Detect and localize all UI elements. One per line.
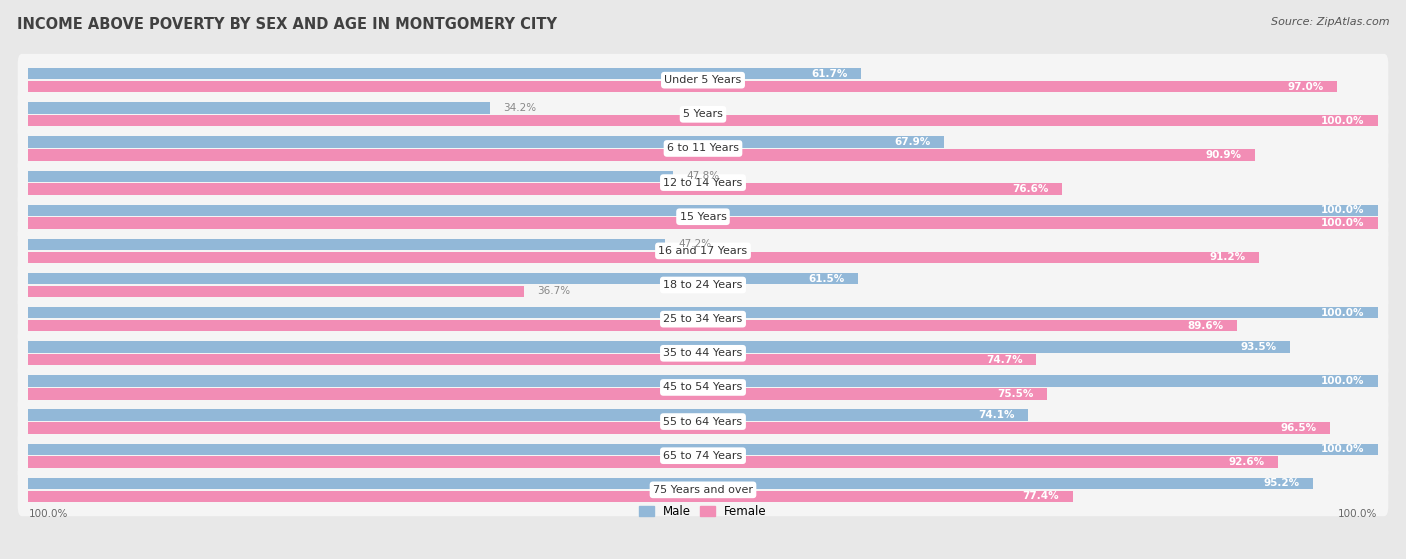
FancyBboxPatch shape — [18, 191, 1388, 243]
Bar — [28, 320, 1237, 331]
Text: 55 to 64 Years: 55 to 64 Years — [664, 416, 742, 427]
Text: 47.8%: 47.8% — [686, 171, 720, 181]
Bar — [28, 115, 1378, 126]
Bar — [28, 422, 1330, 434]
Text: 100.0%: 100.0% — [1320, 376, 1364, 386]
Text: 100.0%: 100.0% — [28, 509, 67, 519]
Text: 67.9%: 67.9% — [894, 137, 931, 147]
Text: 91.2%: 91.2% — [1209, 252, 1246, 262]
Text: 5 Years: 5 Years — [683, 110, 723, 119]
Text: 100.0%: 100.0% — [1320, 116, 1364, 126]
Bar — [28, 102, 489, 113]
Text: 65 to 74 Years: 65 to 74 Years — [664, 451, 742, 461]
Bar — [28, 375, 1378, 387]
FancyBboxPatch shape — [18, 225, 1388, 277]
Text: 74.7%: 74.7% — [986, 355, 1022, 364]
Text: 47.2%: 47.2% — [679, 239, 711, 249]
Bar — [28, 410, 1028, 421]
Text: 100.0%: 100.0% — [1320, 218, 1364, 228]
Bar — [28, 341, 1289, 353]
Bar — [28, 307, 1378, 319]
Bar — [28, 183, 1062, 195]
Text: 18 to 24 Years: 18 to 24 Years — [664, 280, 742, 290]
Text: 90.9%: 90.9% — [1205, 150, 1241, 160]
Text: 92.6%: 92.6% — [1227, 457, 1264, 467]
Bar — [28, 81, 1337, 92]
Text: 96.5%: 96.5% — [1281, 423, 1317, 433]
Text: 6 to 11 Years: 6 to 11 Years — [666, 144, 740, 154]
Bar — [28, 273, 858, 285]
Bar — [28, 478, 1313, 489]
Text: 25 to 34 Years: 25 to 34 Years — [664, 314, 742, 324]
FancyBboxPatch shape — [18, 54, 1388, 107]
Text: 97.0%: 97.0% — [1288, 82, 1323, 92]
Text: 61.7%: 61.7% — [811, 69, 848, 79]
Text: 12 to 14 Years: 12 to 14 Years — [664, 178, 742, 188]
FancyBboxPatch shape — [18, 361, 1388, 414]
Text: 45 to 54 Years: 45 to 54 Years — [664, 382, 742, 392]
Bar — [28, 239, 665, 250]
Text: 95.2%: 95.2% — [1263, 479, 1299, 489]
Bar — [28, 136, 945, 148]
Text: 89.6%: 89.6% — [1188, 320, 1223, 330]
Bar — [28, 252, 1258, 263]
Text: 100.0%: 100.0% — [1320, 308, 1364, 318]
Bar — [28, 444, 1378, 455]
Text: 77.4%: 77.4% — [1022, 491, 1059, 501]
Bar — [28, 456, 1278, 468]
Bar — [28, 388, 1047, 400]
Text: Under 5 Years: Under 5 Years — [665, 75, 741, 85]
Text: 36.7%: 36.7% — [537, 286, 571, 296]
Bar — [28, 205, 1378, 216]
Bar — [28, 354, 1036, 366]
FancyBboxPatch shape — [18, 463, 1388, 516]
Text: 100.0%: 100.0% — [1339, 509, 1378, 519]
Bar — [28, 68, 860, 79]
Legend: Male, Female: Male, Female — [634, 500, 772, 523]
FancyBboxPatch shape — [18, 293, 1388, 345]
Text: 75 Years and over: 75 Years and over — [652, 485, 754, 495]
Text: 75.5%: 75.5% — [997, 389, 1033, 399]
FancyBboxPatch shape — [18, 327, 1388, 380]
Bar — [28, 217, 1378, 229]
Bar — [28, 149, 1254, 160]
FancyBboxPatch shape — [18, 157, 1388, 209]
FancyBboxPatch shape — [18, 395, 1388, 448]
Text: Source: ZipAtlas.com: Source: ZipAtlas.com — [1271, 17, 1389, 27]
Text: 74.1%: 74.1% — [979, 410, 1015, 420]
Text: INCOME ABOVE POVERTY BY SEX AND AGE IN MONTGOMERY CITY: INCOME ABOVE POVERTY BY SEX AND AGE IN M… — [17, 17, 557, 32]
Text: 93.5%: 93.5% — [1240, 342, 1277, 352]
Bar — [28, 170, 673, 182]
FancyBboxPatch shape — [18, 259, 1388, 311]
FancyBboxPatch shape — [18, 429, 1388, 482]
Text: 100.0%: 100.0% — [1320, 205, 1364, 215]
Text: 100.0%: 100.0% — [1320, 444, 1364, 454]
Text: 35 to 44 Years: 35 to 44 Years — [664, 348, 742, 358]
Bar — [28, 491, 1073, 502]
Text: 34.2%: 34.2% — [503, 103, 537, 113]
Text: 15 Years: 15 Years — [679, 212, 727, 222]
Text: 61.5%: 61.5% — [808, 273, 845, 283]
Bar — [28, 286, 523, 297]
FancyBboxPatch shape — [18, 122, 1388, 175]
Text: 16 and 17 Years: 16 and 17 Years — [658, 246, 748, 256]
Text: 76.6%: 76.6% — [1012, 184, 1049, 194]
FancyBboxPatch shape — [18, 88, 1388, 141]
